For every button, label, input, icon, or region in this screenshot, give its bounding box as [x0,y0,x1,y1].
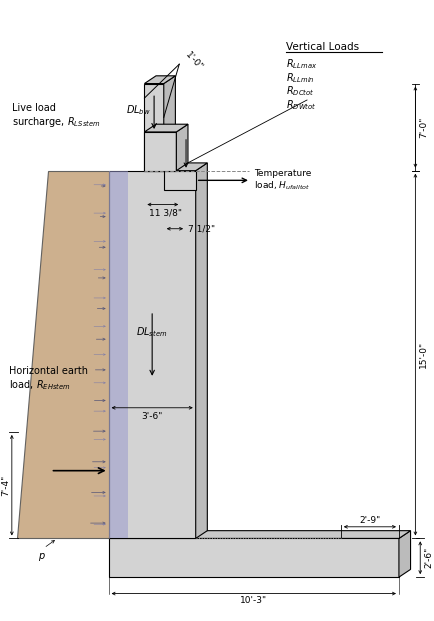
Bar [145,84,164,171]
Bar [164,171,196,190]
Text: $R_{DCtot}$: $R_{DCtot}$ [286,84,314,98]
Text: Live load
surcharge, $R_{LSstem}$: Live load surcharge, $R_{LSstem}$ [12,103,100,129]
Text: 10'-3": 10'-3" [240,597,267,605]
Polygon shape [108,531,411,538]
Polygon shape [108,171,128,538]
Polygon shape [145,124,188,132]
Text: Temperature
load, $H_{ufalltot}$: Temperature load, $H_{ufalltot}$ [254,169,311,192]
Polygon shape [145,76,175,84]
Bar [108,171,196,538]
Bar [108,538,399,577]
Text: 1'-0": 1'-0" [183,50,204,72]
Text: $R_{LLmax}$: $R_{LLmax}$ [286,57,317,71]
Polygon shape [164,163,207,171]
Text: 3'-6": 3'-6" [141,412,163,420]
Text: 7 1/2": 7 1/2" [188,224,215,233]
Text: $R_{LLmin}$: $R_{LLmin}$ [286,71,315,85]
Text: 11 3/8": 11 3/8" [149,209,182,217]
Text: 7'-0": 7'-0" [419,116,428,138]
Text: 7'-4": 7'-4" [1,474,10,496]
Text: Vertical Loads: Vertical Loads [286,42,359,52]
Polygon shape [164,76,175,171]
Text: p: p [38,551,44,561]
Text: $DL_{bw}$: $DL_{bw}$ [126,103,151,117]
Polygon shape [16,171,108,538]
Polygon shape [196,163,207,538]
Text: 2'-6": 2'-6" [424,547,433,568]
Text: Horizontal earth
load, $R_{EHstem}$: Horizontal earth load, $R_{EHstem}$ [9,366,88,392]
Polygon shape [399,531,411,577]
Text: 2'-9": 2'-9" [359,516,381,525]
Polygon shape [176,124,188,171]
Bar [145,132,176,171]
Text: $DL_{stem}$: $DL_{stem}$ [136,325,168,339]
Text: $R_{DWtot}$: $R_{DWtot}$ [286,98,316,112]
Text: 15'-0": 15'-0" [419,341,428,368]
